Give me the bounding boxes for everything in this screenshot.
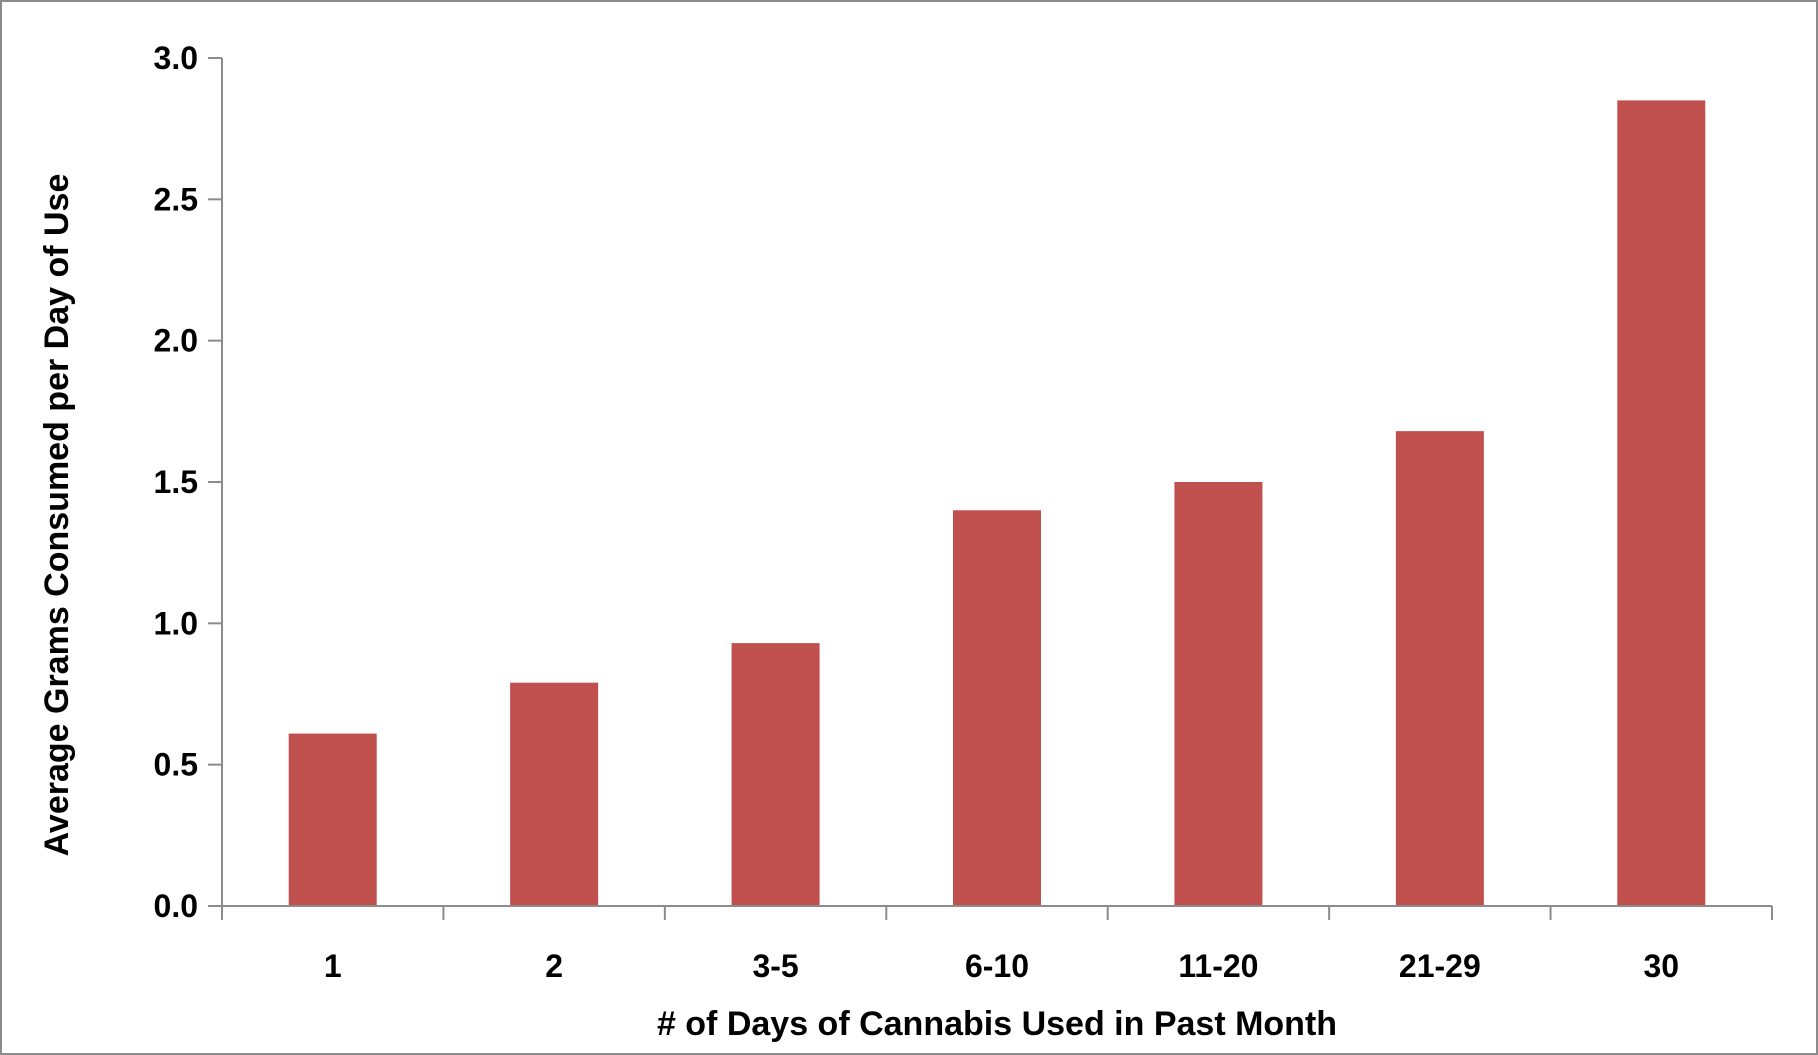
x-tick-label: 1 xyxy=(324,948,342,984)
y-ticks-group: 0.0 0.5 1.0 1.5 2.0 2.5 3.0 xyxy=(154,40,222,924)
x-tick-label: 30 xyxy=(1643,948,1679,984)
x-tick-label: 11-20 xyxy=(1178,948,1258,984)
bar-30 xyxy=(1617,100,1706,906)
y-axis-title: Average Grams Consumed per Day of Use xyxy=(38,174,76,857)
bar-3-5 xyxy=(731,643,820,906)
x-tick-label: 21-29 xyxy=(1399,948,1481,984)
bar-6-10 xyxy=(953,510,1041,906)
y-tick-label: 0.5 xyxy=(154,747,198,783)
x-ticks-group: 1 2 3-5 6-10 11-20 21-29 30 xyxy=(221,906,1773,984)
y-tick-label: 2.0 xyxy=(154,323,198,359)
bars-group xyxy=(288,100,1706,906)
y-tick-label: 2.5 xyxy=(154,181,198,217)
y-tick-label: 1.5 xyxy=(154,464,198,500)
y-tick-label: 3.0 xyxy=(154,40,198,76)
x-tick-label: 3-5 xyxy=(752,948,798,984)
x-tick-label: 2 xyxy=(545,948,563,984)
bar-2 xyxy=(510,682,599,906)
y-tick-label: 0.0 xyxy=(154,888,198,924)
y-tick-label: 1.0 xyxy=(154,605,198,641)
bar-1 xyxy=(288,733,377,906)
x-tick-label: 6-10 xyxy=(965,948,1029,984)
x-axis-title: # of Days of Cannabis Used in Past Month xyxy=(657,1005,1337,1043)
bar-11-20 xyxy=(1174,482,1263,906)
bar-21-29 xyxy=(1395,431,1484,906)
